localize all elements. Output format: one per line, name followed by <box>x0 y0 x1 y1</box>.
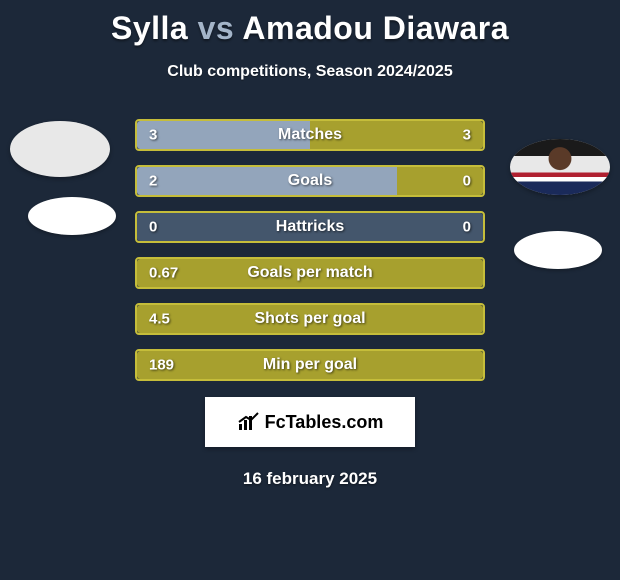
branding-badge: FcTables.com <box>205 397 415 447</box>
stat-value-right: 3 <box>463 127 471 144</box>
stat-label: Goals per match <box>247 264 372 282</box>
stat-label: Shots per goal <box>254 310 365 328</box>
stat-value-right: 0 <box>463 173 471 190</box>
stat-row: 3 Matches 3 <box>137 121 483 149</box>
vs-text: vs <box>198 10 235 46</box>
stat-value: 0.67 <box>149 265 178 282</box>
stat-row: 2 Goals 0 <box>137 167 483 195</box>
stat-label: Goals <box>288 172 332 190</box>
comparison-title: Sylla vs Amadou Diawara <box>0 0 620 47</box>
player1-club-logo <box>28 197 116 235</box>
stat-label: Matches <box>278 126 342 144</box>
stat-value-left: 0 <box>149 219 157 236</box>
date-text: 16 february 2025 <box>0 469 620 489</box>
stat-value-left: 3 <box>149 127 157 144</box>
player1-name: Sylla <box>111 10 188 46</box>
stat-value-left: 2 <box>149 173 157 190</box>
bar-fill-player1 <box>137 167 397 195</box>
stat-value-right: 0 <box>463 219 471 236</box>
stat-label: Hattricks <box>276 218 344 236</box>
stat-value: 4.5 <box>149 311 170 328</box>
stat-row-solo: 0.67 Goals per match <box>137 259 483 287</box>
chart-icon <box>237 412 261 432</box>
stat-row-solo: 4.5 Shots per goal <box>137 305 483 333</box>
stat-label: Min per goal <box>263 356 357 374</box>
stats-bars: 3 Matches 3 2 Goals 0 0 Hattricks 0 0.67 Goals per… <box>137 121 483 379</box>
player2-avatar <box>510 139 610 195</box>
stat-row-solo: 189 Min per goal <box>137 351 483 379</box>
branding-text: FcTables.com <box>265 412 384 433</box>
player2-name: Amadou Diawara <box>242 10 509 46</box>
player2-avatar-image <box>510 139 610 195</box>
content-area: 3 Matches 3 2 Goals 0 0 Hattricks 0 0.67 Goals per… <box>0 121 620 489</box>
player2-club-logo <box>514 231 602 269</box>
stat-row: 0 Hattricks 0 <box>137 213 483 241</box>
player1-avatar <box>10 121 110 177</box>
stat-value: 189 <box>149 357 174 374</box>
subtitle: Club competitions, Season 2024/2025 <box>0 63 620 81</box>
